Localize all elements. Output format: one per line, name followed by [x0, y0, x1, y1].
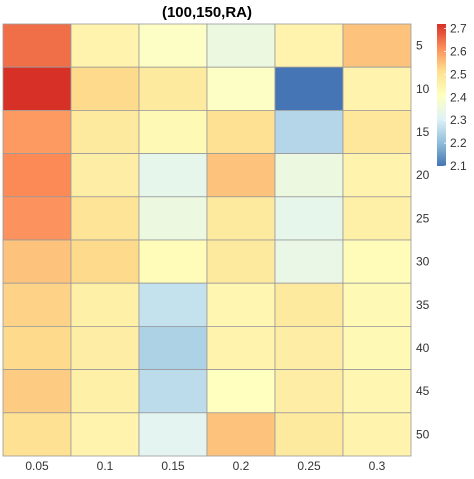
heatmap-cell-r20-c0.2	[206, 153, 276, 198]
heatmap-cell-r35-c0.1	[70, 282, 140, 327]
heatmap-cell-r45-c0.05	[2, 369, 72, 414]
heatmap-cell-r15-c0.3	[342, 110, 412, 155]
heatmap-cell-r15-c0.25	[274, 110, 344, 155]
y-tick-labels: 5 10 15 20 25 30 35 40 45 50	[416, 39, 430, 442]
heatmap-cell-r35-c0.15	[138, 282, 208, 327]
heatmap-cell-r20-c0.15	[138, 153, 208, 198]
y-tick-label: 10	[416, 82, 430, 96]
x-tick-label: 0.05	[25, 459, 49, 473]
heatmap-cell-r20-c0.05	[2, 153, 72, 198]
heatmap-cell-r25-c0.1	[70, 196, 140, 241]
colorbar-tick-label: 2.1	[450, 159, 467, 173]
y-tick-label: 20	[416, 168, 430, 182]
y-tick-label: 35	[416, 298, 430, 312]
colorbar-tick-label: 2.5	[450, 67, 467, 81]
heatmap-cell-r45-c0.25	[274, 369, 344, 414]
heatmap-cell-r45-c0.1	[70, 369, 140, 414]
heatmap-cell-r5-c0.3	[342, 23, 412, 68]
heatmap-cell-r25-c0.05	[2, 196, 72, 241]
heatmap-cell-r50-c0.05	[2, 412, 72, 457]
y-tick-label: 5	[416, 39, 423, 53]
heatmap-cell-r5-c0.1	[70, 23, 140, 68]
heatmap-cell-r40-c0.3	[342, 325, 412, 370]
heatmap-cell-r45-c0.15	[138, 369, 208, 414]
heatmap-cell-r20-c0.1	[70, 153, 140, 198]
heatmap-cell-r15-c0.1	[70, 110, 140, 155]
heatmap-cell-r20-c0.3	[342, 153, 412, 198]
colorbar-tick-label: 2.2	[450, 136, 467, 150]
heatmap-cell-r40-c0.05	[2, 325, 72, 370]
heatmap-cell-r10-c0.1	[70, 66, 140, 111]
colorbar-tick-label: 2.3	[450, 113, 467, 127]
heatmap-cell-r5-c0.05	[2, 23, 72, 68]
heatmap-cell-r30-c0.05	[2, 239, 72, 284]
x-tick-label: 0.3	[369, 459, 386, 473]
heatmap-cell-r10-c0.3	[342, 66, 412, 111]
heatmap-cell-r10-c0.15	[138, 66, 208, 111]
heatmap-cell-r40-c0.15	[138, 325, 208, 370]
x-tick-label: 0.25	[297, 459, 321, 473]
heatmap-cell-r10-c0.05	[2, 66, 72, 111]
y-tick-label: 40	[416, 341, 430, 355]
y-tick-label: 15	[416, 125, 430, 139]
heatmap-cell-r40-c0.1	[70, 325, 140, 370]
heatmap-cell-r35-c0.3	[342, 282, 412, 327]
heatmap-cell-r50-c0.25	[274, 412, 344, 457]
heatmap-cell-r30-c0.2	[206, 239, 276, 284]
heatmap-cell-r35-c0.2	[206, 282, 276, 327]
heatmap-cell-r25-c0.3	[342, 196, 412, 241]
heatmap-cell-r15-c0.2	[206, 110, 276, 155]
x-tick-label: 0.2	[233, 459, 250, 473]
colorbar-tick-label: 2.7	[450, 22, 467, 36]
colorbar-tick-label: 2.6	[450, 44, 467, 58]
heatmap-cell-r50-c0.3	[342, 412, 412, 457]
heatmap-cell-r10-c0.2	[206, 66, 276, 111]
colorbar: 2.1 2.2 2.3 2.4 2.5 2.6 2.7	[437, 22, 467, 173]
heatmap-cell-r25-c0.15	[138, 196, 208, 241]
heatmap-cell-r5-c0.25	[274, 23, 344, 68]
heatmap-cell-r30-c0.25	[274, 239, 344, 284]
heatmap-cell-r30-c0.1	[70, 239, 140, 284]
x-tick-label: 0.15	[161, 459, 185, 473]
colorbar-tick-label: 2.4	[450, 90, 467, 104]
y-tick-label: 25	[416, 211, 430, 225]
heatmap-cell-r5-c0.15	[138, 23, 208, 68]
heatmap-cell-r45-c0.3	[342, 369, 412, 414]
x-tick-label: 0.1	[97, 459, 114, 473]
heatmap-cell-r40-c0.2	[206, 325, 276, 370]
heatmap-cell-r35-c0.05	[2, 282, 72, 327]
heatmap-cell-r30-c0.3	[342, 239, 412, 284]
heatmap-cell-r25-c0.2	[206, 196, 276, 241]
heatmap-cell-r5-c0.2	[206, 23, 276, 68]
heatmap-cell-r50-c0.15	[138, 412, 208, 457]
heatmap-cells	[2, 23, 412, 457]
y-tick-label: 30	[416, 255, 430, 269]
heatmap-cell-r40-c0.25	[274, 325, 344, 370]
y-tick-label: 45	[416, 384, 430, 398]
heatmap-cell-r50-c0.1	[70, 412, 140, 457]
y-tick-label: 50	[416, 427, 430, 441]
heatmap-cell-r10-c0.25	[274, 66, 344, 111]
heatmap-cell-r15-c0.05	[2, 110, 72, 155]
heatmap-cell-r15-c0.15	[138, 110, 208, 155]
colorbar-gradient	[437, 24, 446, 166]
heatmap-cell-r20-c0.25	[274, 153, 344, 198]
x-tick-labels: 0.05 0.1 0.15 0.2 0.25 0.3	[25, 459, 385, 473]
heatmap-cell-r25-c0.25	[274, 196, 344, 241]
heatmap-cell-r45-c0.2	[206, 369, 276, 414]
heatmap-cell-r30-c0.15	[138, 239, 208, 284]
heatmap-cell-r50-c0.2	[206, 412, 276, 457]
heatmap-cell-r35-c0.25	[274, 282, 344, 327]
chart-title: (100,150,RA)	[162, 4, 252, 21]
